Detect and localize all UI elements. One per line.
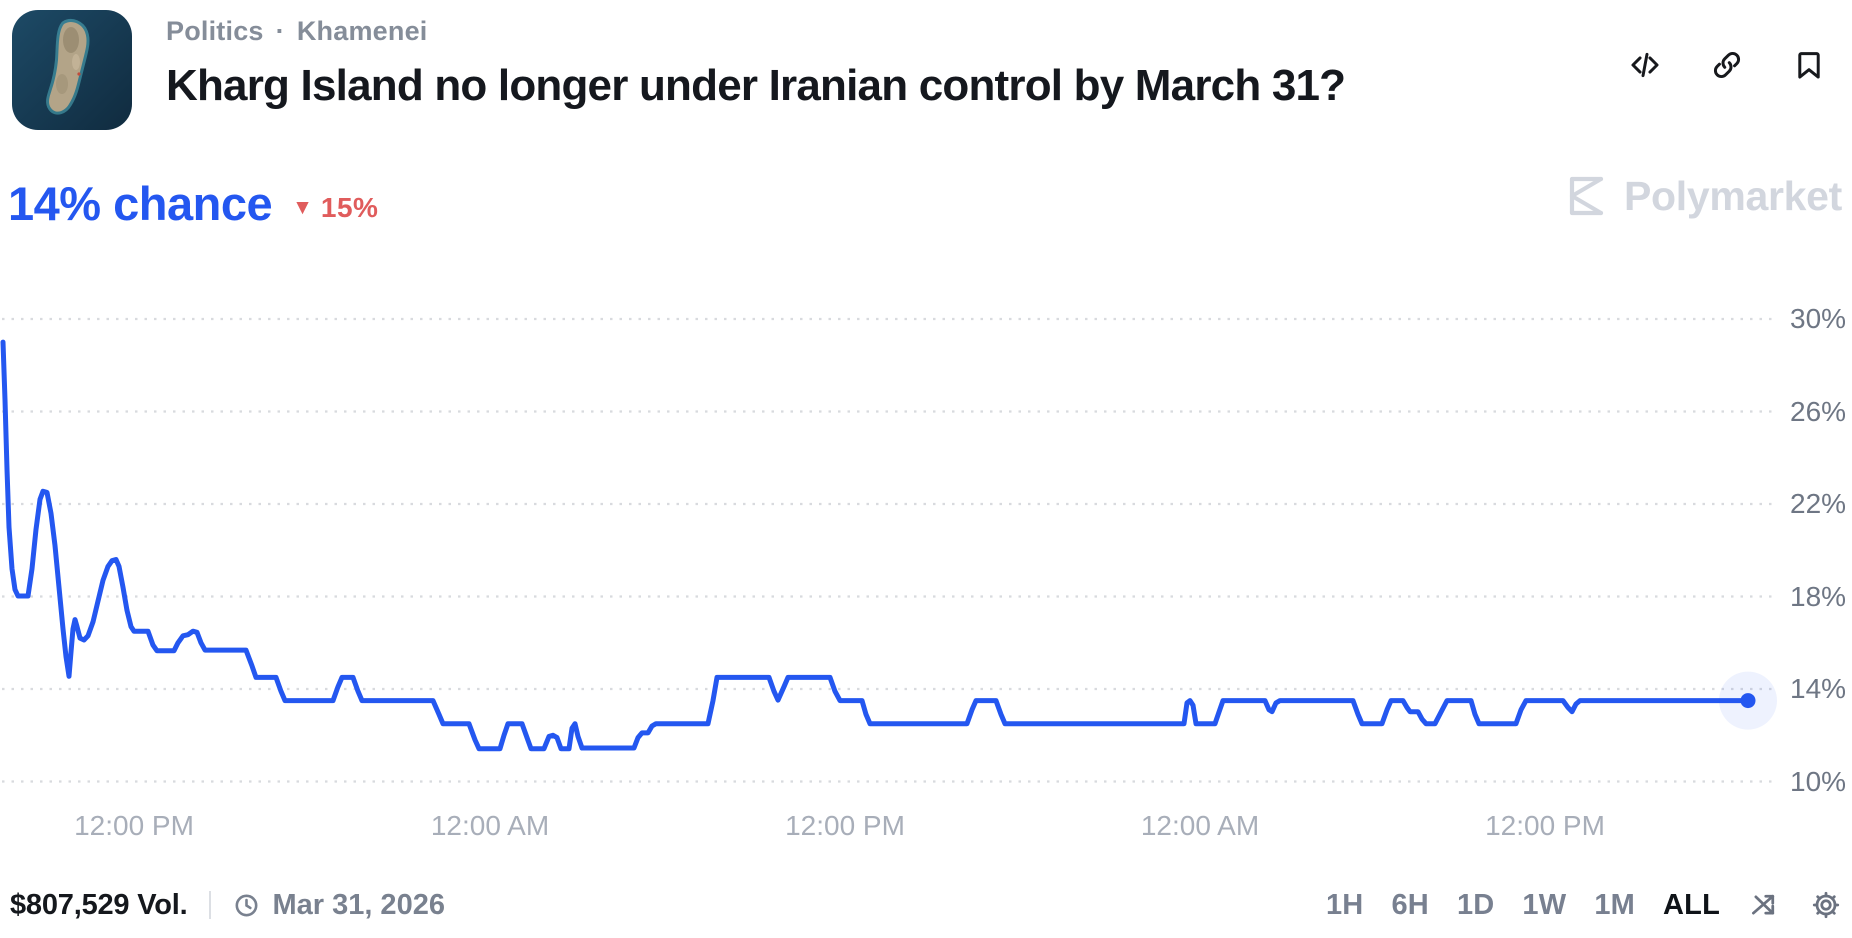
market-title: Kharg Island no longer under Iranian con… [166, 61, 1346, 110]
bookmark-button[interactable] [1792, 48, 1826, 82]
y-axis-label: 14% [1790, 673, 1847, 704]
gear-icon [1812, 891, 1840, 919]
end-dot [1740, 693, 1756, 709]
gridlines [2, 317, 1772, 783]
timeframe-6h[interactable]: 6H [1391, 888, 1429, 921]
timeframe-1m[interactable]: 1M [1594, 888, 1636, 921]
compare-arrows-icon [1752, 894, 1775, 915]
end-date-label: Mar 31, 2026 [272, 888, 445, 921]
market-avatar [12, 10, 132, 130]
price-line [0, 339, 1751, 752]
footer-bar: $807,529 Vol. Mar 31, 2026 1H 6H 1D 1W 1… [0, 872, 1852, 938]
price-change: ▼ 15% [292, 192, 378, 224]
embed-code-button[interactable] [1628, 48, 1662, 82]
y-axis-label: 18% [1790, 580, 1847, 612]
settings-button[interactable] [1810, 889, 1842, 921]
header-actions [1628, 48, 1826, 82]
timeframe-1h[interactable]: 1H [1325, 888, 1364, 921]
clock-icon [233, 892, 260, 919]
x-axis-label: 12:00 AM [430, 810, 550, 841]
polymarket-logo-icon [1569, 176, 1604, 216]
chance-value: 14% chance [8, 177, 273, 230]
polymarket-wordmark: Polymarket [1623, 172, 1842, 219]
breadcrumb-event[interactable]: Khamenei [296, 16, 428, 46]
footer-right: 1H 6H 1D 1W 1M ALL [1326, 889, 1842, 922]
compare-button[interactable] [1748, 889, 1780, 921]
polymarket-watermark: Polymarket [1562, 172, 1842, 220]
down-triangle-icon: ▼ [292, 196, 313, 219]
y-axis-label: 30% [1790, 303, 1847, 334]
breadcrumb-category[interactable]: Politics [166, 16, 264, 46]
x-axis-label: 12:00 PM [1485, 810, 1605, 841]
y-axis-label: 22% [1790, 488, 1847, 519]
price-line-svg[interactable] [0, 240, 1852, 860]
y-axis-label: 10% [1790, 765, 1847, 797]
price-chart[interactable]: 30% 26% 22% 18% 14% 10% 12:00 PM 12:00 AM 12:00… [0, 240, 1852, 860]
footer-divider [209, 891, 212, 919]
x-axis-label: 12:00 AM [1140, 810, 1260, 841]
timeframe-1d[interactable]: 1D [1456, 888, 1495, 921]
footer-left: $807,529 Vol. Mar 31, 2026 [10, 889, 445, 922]
x-axis-label: 12:00 PM [74, 810, 194, 841]
y-axis-label: 26% [1790, 395, 1847, 427]
timeframe-all[interactable]: ALL [1663, 888, 1720, 921]
x-axis-label: 12:00 PM [785, 810, 905, 841]
breadcrumb: Politics · Khamenei [166, 16, 1345, 47]
bookmark-icon [1798, 52, 1820, 79]
volume-label: $807,529 Vol. [10, 888, 188, 921]
kharg-island-image [12, 10, 132, 130]
timeframe-1w[interactable]: 1W [1522, 888, 1567, 921]
link-icon [1714, 52, 1740, 78]
code-icon [1631, 52, 1659, 78]
breadcrumb-separator: · [275, 16, 285, 46]
change-value: 15% [320, 191, 379, 223]
price-row: 14% chance ▼ 15% [8, 176, 378, 231]
copy-link-button[interactable] [1710, 48, 1744, 82]
